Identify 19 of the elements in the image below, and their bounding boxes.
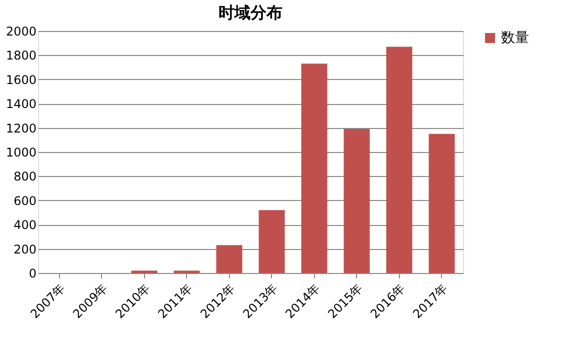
y-tick-label: 0 (28, 266, 36, 280)
y-tick-label: 1400 (6, 97, 36, 112)
chart-title: 时域分布 (218, 3, 282, 22)
y-tick-label: 800 (14, 170, 36, 184)
legend-label: 数量 (501, 30, 529, 46)
y-tick-label: 1600 (6, 72, 36, 87)
bar (386, 46, 412, 273)
y-tick-label: 600 (14, 194, 36, 208)
y-tick-label: 1200 (6, 121, 36, 136)
y-tick-label: 1800 (6, 48, 36, 63)
bar (258, 210, 285, 273)
bar (301, 64, 328, 273)
y-tick-label: 400 (14, 218, 36, 232)
bar (428, 134, 455, 273)
bar (216, 245, 242, 273)
y-tick-label: 1000 (6, 146, 36, 160)
y-tick-label: 2000 (6, 24, 36, 38)
y-tick-label: 200 (14, 242, 36, 256)
bar (344, 129, 370, 273)
